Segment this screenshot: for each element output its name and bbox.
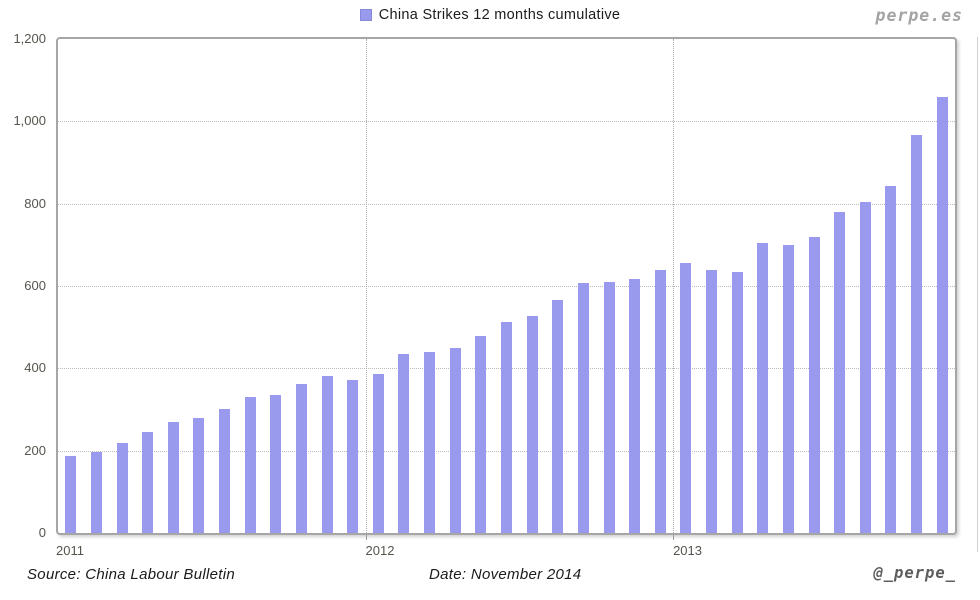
site-watermark: perpe.es xyxy=(875,6,963,25)
y-axis-label-400: 400 xyxy=(24,360,46,376)
bar-2011-01 xyxy=(65,456,77,533)
y-axis-label-200: 200 xyxy=(24,442,46,458)
gridline-year-2013 xyxy=(673,39,675,533)
bar-2011-10 xyxy=(295,384,307,533)
bar-2011-06 xyxy=(193,418,205,533)
bar-2013-02 xyxy=(706,269,718,533)
bar-2011-12 xyxy=(347,380,359,533)
bar-2011-03 xyxy=(116,443,128,533)
bar-2013-05 xyxy=(782,244,794,533)
bar-2013-04 xyxy=(757,242,769,533)
bar-2012-02 xyxy=(398,353,410,533)
bar-2012-01 xyxy=(372,374,384,533)
bar-2013-06 xyxy=(808,236,820,533)
x-axis-label-2013: 2013 xyxy=(673,543,702,558)
bar-2011-08 xyxy=(244,397,256,533)
bar-2011-04 xyxy=(142,432,154,533)
bar-2012-04 xyxy=(449,347,461,533)
bar-2011-02 xyxy=(90,451,102,533)
bar-2013-03 xyxy=(731,272,743,533)
plot-area xyxy=(56,37,957,535)
y-axis-label-600: 600 xyxy=(24,278,46,293)
author-handle: @_perpe_ xyxy=(873,564,956,582)
bar-2013-08 xyxy=(859,202,871,533)
x-axis-label-2012: 2012 xyxy=(365,543,395,558)
bar-2013-01 xyxy=(680,262,692,533)
bar-2013-07 xyxy=(834,211,846,533)
x-axis-tick-2012 xyxy=(365,535,367,540)
y-axis-label-0: 0 xyxy=(38,525,46,540)
legend: China Strikes 12 months cumulative xyxy=(0,7,980,23)
gridline-y-1000 xyxy=(58,121,955,123)
bar-2013-09 xyxy=(885,185,897,533)
gridline-year-2012 xyxy=(365,39,367,533)
y-axis-label-1000: 1,000 xyxy=(13,113,46,129)
date-caption: Date: November 2014 xyxy=(429,566,582,583)
bar-2012-03 xyxy=(424,351,436,533)
bar-2011-11 xyxy=(321,375,333,533)
bar-2011-09 xyxy=(270,395,282,533)
y-axis-label-800: 800 xyxy=(24,195,46,211)
legend-series-marker-icon xyxy=(359,9,372,21)
gridline-y-600 xyxy=(58,286,955,287)
bar-2011-07 xyxy=(219,408,231,533)
bar-2012-08 xyxy=(552,300,564,533)
bar-2012-06 xyxy=(501,322,512,533)
bar-2013-10 xyxy=(911,134,923,533)
bar-2012-10 xyxy=(603,281,615,533)
bar-2013-11 xyxy=(936,96,948,533)
bar-2012-07 xyxy=(526,316,538,533)
x-axis-label-2011: 2011 xyxy=(56,543,84,558)
source-caption: Source: China Labour Bulletin xyxy=(27,566,235,583)
bar-2012-11 xyxy=(629,278,641,533)
bar-2012-05 xyxy=(475,336,487,533)
screenshot-edge-artifact xyxy=(977,37,978,552)
legend-series-label: China Strikes 12 months cumulative xyxy=(378,7,621,23)
bar-2012-12 xyxy=(654,270,666,533)
bar-2011-05 xyxy=(167,422,179,533)
bar-2012-09 xyxy=(577,283,589,533)
x-axis-tick-2013 xyxy=(673,535,675,540)
gridline-y-800 xyxy=(58,203,955,205)
y-axis-label-1200: 1,200 xyxy=(13,31,46,46)
